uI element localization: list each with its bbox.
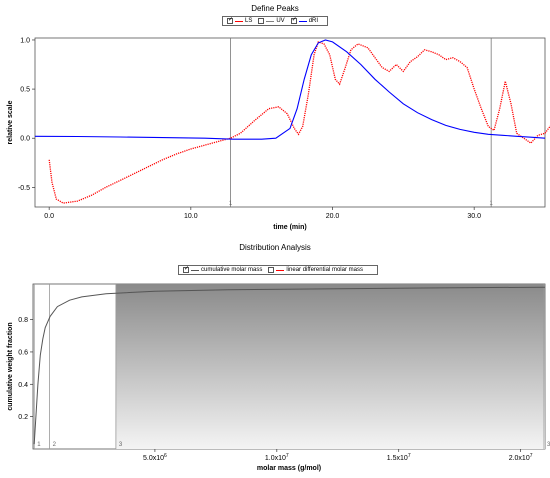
legend-swatch	[276, 269, 285, 271]
distribution-analysis-title: Distribution Analysis	[239, 243, 311, 252]
x-tick-label: 10.0	[184, 213, 198, 220]
y-tick-label: 0.8	[18, 317, 28, 324]
legend-swatch	[266, 20, 275, 22]
series-ls	[48, 41, 550, 204]
x-tick-label: 20.0	[326, 213, 340, 220]
x-tick-exponent: 7	[286, 453, 289, 459]
legend-checkbox[interactable]	[290, 18, 297, 24]
distribution-legend-item[interactable]: cumulative molar mass	[183, 267, 262, 273]
x-tick-label: 0.0	[44, 213, 54, 220]
x-tick-exponent: 7	[408, 453, 411, 459]
define-peaks-title: Define Peaks	[251, 4, 299, 13]
y-tick-label: 0.4	[18, 382, 28, 389]
range-marker-label: 3	[119, 442, 123, 448]
x-tick-exponent: 6	[164, 453, 167, 459]
legend-swatch	[191, 269, 199, 271]
legend-label: dRI	[308, 18, 319, 24]
selected-range-shading	[115, 284, 546, 449]
define-peaks-legend: LS UV dRI	[222, 16, 328, 26]
legend-label: UV	[276, 18, 285, 24]
y-tick-label: -0.5	[18, 185, 30, 192]
x-axis-label: time (min)	[273, 224, 306, 231]
x-tick-exponent: 7	[530, 453, 533, 459]
peak-marker-label: 1	[229, 201, 233, 207]
legend-checkbox[interactable]	[258, 18, 265, 24]
legend-label: LS	[245, 18, 253, 24]
y-tick-label: 1.0	[20, 37, 30, 44]
define-peaks-legend-item[interactable]: LS	[227, 18, 252, 24]
define-peaks-legend-item[interactable]: dRI	[290, 18, 319, 24]
peak-marker-label: 1	[489, 201, 493, 207]
range-marker-label: 2	[53, 442, 57, 448]
legend-checkbox[interactable]	[268, 267, 275, 273]
y-tick-label: 0.0	[20, 136, 30, 143]
define-peaks-panel: Define Peaks LSUVdRI 0.010.020.030.01.00…	[0, 0, 550, 238]
define-peaks-chart: 0.0 10.0 20.0 30.0 1.0 0.5 0.0 -0.5 1 1 time (min)…	[7, 37, 550, 231]
distribution-analysis-panel: Distribution Analysis cumulative molar m…	[0, 238, 550, 478]
x-tick-label: 2.0x107	[509, 453, 533, 462]
x-tick-label: 1.5x107	[387, 453, 411, 462]
y-axis-label: cumulative weight fraction	[7, 322, 14, 410]
x-tick-label: 1.0x107	[265, 453, 289, 462]
legend-swatch	[235, 20, 243, 22]
plot-frame	[34, 37, 546, 208]
legend-label: linear differential molar mass	[286, 267, 363, 273]
distribution-analysis-chart: 1 2 3 3 5.0x106 1.0x107 1.5x107 2.0x107 0.8 0.6 0.…	[7, 283, 550, 472]
series-dri	[34, 39, 546, 140]
define-peaks-legend-item[interactable]: UV	[258, 18, 285, 24]
x-tick-label: 5.0x106	[143, 453, 167, 462]
legend-swatch	[298, 20, 307, 22]
distribution-analysis-legend: cumulative molar mass linear differential…	[178, 265, 378, 275]
series-cumulative-molar-mass	[33, 286, 546, 445]
range-marker-label: 3	[547, 442, 550, 448]
range-marker-label: 1	[37, 442, 41, 448]
y-axis-label: relative scale	[7, 100, 14, 144]
legend-checkbox[interactable]	[227, 18, 233, 24]
legend-label: cumulative molar mass	[201, 267, 263, 273]
distribution-legend-item[interactable]: linear differential molar mass	[268, 267, 363, 273]
y-tick-label: 0.5	[20, 87, 30, 94]
y-tick-label: 0.2	[18, 414, 28, 421]
legend-checkbox[interactable]	[183, 267, 189, 273]
x-axis-label: molar mass (g/mol)	[257, 465, 321, 472]
y-tick-label: 0.6	[18, 349, 28, 356]
x-tick-label: 30.0	[467, 213, 481, 220]
